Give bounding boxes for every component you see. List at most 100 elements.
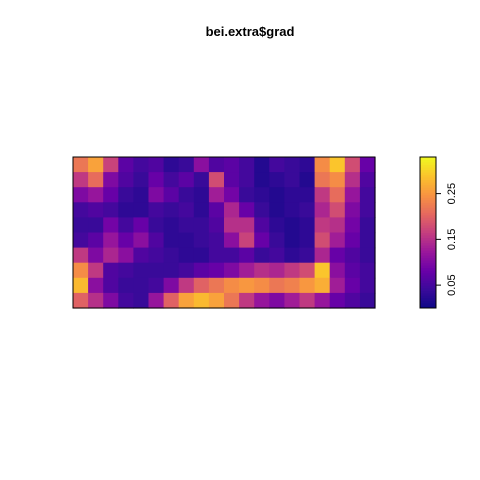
heatmap-cell [344,247,361,264]
heatmap-cell [254,292,270,309]
heatmap-cell [254,187,270,203]
heatmap-cell [88,277,104,294]
heatmap-cell [284,277,301,294]
heatmap-cell [103,232,119,249]
heatmap-cell [178,262,195,279]
heatmap-cell [193,262,210,279]
heatmap-cell [314,172,331,188]
heatmap-cell [118,202,134,218]
colorbar-segment [420,280,436,284]
colorbar-segment [420,300,436,304]
heatmap-cell [344,217,361,234]
heatmap-cell [208,172,225,188]
heatmap-cell [148,217,165,234]
heatmap-cell [359,187,376,203]
heatmap-cell [148,187,165,203]
heatmap-cell [208,187,225,203]
heatmap-cell [73,232,89,249]
heatmap-cell [118,157,134,173]
heatmap-cell [88,157,104,173]
heatmap-cell [118,262,134,279]
colorbar-segment [420,227,436,231]
heatmap-image [73,157,376,309]
heatmap-cell [239,157,255,173]
heatmap-cell [73,187,89,203]
heatmap-cell [329,172,346,188]
heatmap-cell [314,217,331,234]
heatmap-cell [193,157,210,173]
heatmap-cell [299,232,316,249]
heatmap-cell [208,247,225,264]
colorbar-segment [420,302,436,306]
colorbar-segment [420,174,436,178]
colorbar-segment [420,187,436,191]
heatmap-cell [163,157,180,173]
heatmap-cell [254,247,270,264]
heatmap-cell [73,202,89,218]
heatmap-cell [284,187,301,203]
heatmap-cell [224,172,240,188]
colorbar-segment [420,295,436,299]
colorbar-segment [420,250,436,254]
colorbar-segment [420,217,436,221]
heatmap-cell [148,202,165,218]
heatmap-cell [103,292,119,309]
heatmap-cell [148,277,165,294]
colorbar-segment [420,194,436,198]
colorbar-segment [420,219,436,223]
heatmap-cell [163,292,180,309]
heatmap-cell [193,232,210,249]
colorbar-segment [420,159,436,163]
heatmap-cell [314,277,331,294]
heatmap-cell [178,277,195,294]
heatmap-cell [88,247,104,264]
heatmap-cell [239,292,255,309]
heatmap-cell [133,247,150,264]
colorbar-segment [420,224,436,228]
colorbar-segment [420,297,436,301]
heatmap-cell [133,217,150,234]
heatmap-cell [73,247,89,264]
heatmap-cell [178,172,195,188]
colorbar-segment [420,229,436,233]
heatmap-cell [344,277,361,294]
heatmap-cell [88,217,104,234]
heatmap-cell [359,172,376,188]
heatmap-cell [329,292,346,309]
heatmap-cell [269,292,285,309]
heatmap-cell [163,277,180,294]
heatmap-cell [344,157,361,173]
heatmap-cell [299,292,316,309]
heatmap-cell [224,247,240,264]
heatmap-cell [103,187,119,203]
heatmap-cell [178,202,195,218]
heatmap-cell [118,247,134,264]
heatmap-cell [299,202,316,218]
heatmap-cell [163,202,180,218]
heatmap-cell [224,157,240,173]
heatmap-cell [208,202,225,218]
colorbar-segment [420,282,436,286]
heatmap-cell [73,217,89,234]
heatmap-cell [359,292,376,309]
heatmap-cell [133,202,150,218]
heatmap-cell [344,232,361,249]
heatmap-cell [178,157,195,173]
heatmap-cell [239,202,255,218]
heatmap-cell [193,202,210,218]
heatmap-cell [359,247,376,264]
heatmap-cell [284,157,301,173]
heatmap-cell [193,292,210,309]
heatmap-cell [103,247,119,264]
heatmap-cell [284,247,301,264]
colorbar: 0.05 0.15 0.25 [419,156,458,309]
heatmap-cell [269,202,285,218]
colorbar-segment [420,169,436,173]
heatmap-cell [178,292,195,309]
heatmap-cell [103,172,119,188]
heatmap-cell [148,247,165,264]
heatmap-cell [208,157,225,173]
heatmap-cell [148,262,165,279]
heatmap-cell [239,232,255,249]
